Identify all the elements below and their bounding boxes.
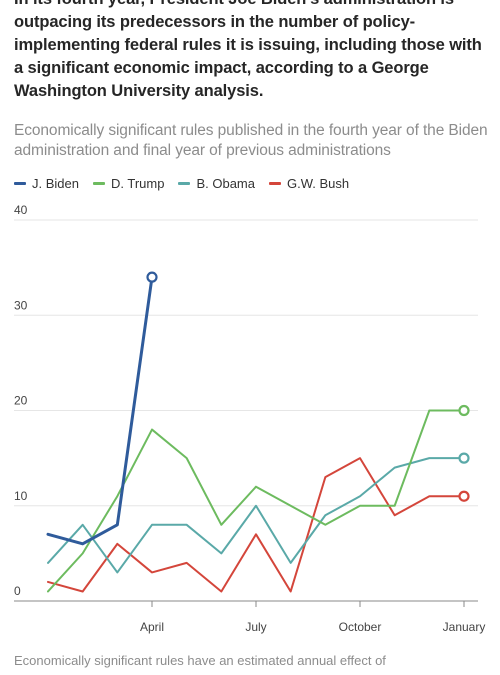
legend-swatch-bush [268,182,281,185]
x-tick-label: January [443,620,486,634]
y-tick-label: 0 [14,584,21,598]
y-tick-label: 10 [14,489,28,503]
legend-swatch-biden [14,182,26,185]
legend-item-obama: B. Obama [178,176,255,191]
legend-swatch-trump [92,182,105,185]
x-tick-label: April [140,620,164,634]
x-tick-label: July [245,620,266,634]
legend-label-obama: B. Obama [196,176,255,191]
x-tick-label: October [339,620,382,634]
footnote: Economically significant rules have an e… [14,653,386,668]
headline: In its fourth year, President Joe Biden'… [14,0,482,100]
y-tick-label: 30 [14,298,28,312]
series-line-d-trump [47,409,465,593]
y-tick-label: 20 [14,394,28,408]
legend-item-biden: J. Biden [14,176,79,191]
chart-subtitle: Economically significant rules published… [14,122,488,159]
series-endpoint-g-w-bush [458,490,470,502]
series-line-j-biden [46,275,154,546]
legend-item-bush: G.W. Bush [268,176,350,191]
series-endpoint-j-biden [146,271,158,283]
series-endpoint-d-trump [458,404,470,417]
series-endpoint-b-obama [458,452,470,464]
line-chart: 0 10 20 30 40 April July October January [14,203,486,634]
legend-swatch-obama [178,182,191,185]
legend-label-bush: G.W. Bush [286,176,350,191]
legend: J. Biden D. Trump B. Obama G.W. Bush [14,176,349,191]
legend-item-trump: D. Trump [92,176,165,191]
series-line-b-obama [47,457,465,574]
series-line-g-w-bush [47,457,465,593]
y-tick-label: 40 [14,203,28,217]
legend-label-trump: D. Trump [110,176,165,191]
legend-label-biden: J. Biden [32,176,79,191]
